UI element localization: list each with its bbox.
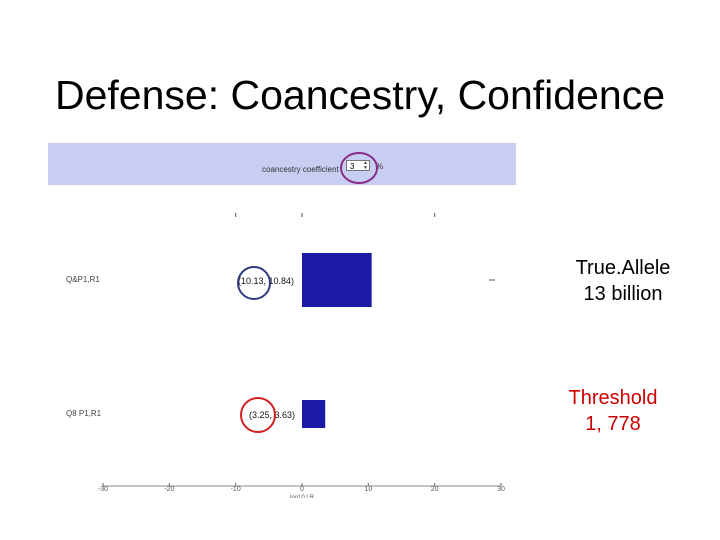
truallele-line-1: True.Allele (575, 257, 671, 279)
threshold-line-2: 1, 778 (585, 413, 641, 435)
truallele-line-2: 13 billion (583, 283, 663, 305)
x-tick-label-0: -30 (98, 486, 108, 493)
slide-title: Defense: Coancestry, Confidence (54, 72, 665, 118)
lr-chart: -30 -20 -10 0 10 20 30 log10 LR (98, 213, 505, 498)
x-tick-label-4: 10 (364, 486, 372, 493)
interval-highlight-circle-1 (237, 266, 271, 300)
coancestry-coefficient-label: coancestry coefficient (262, 165, 339, 174)
x-tick-label-5: 20 (431, 486, 439, 493)
x-tick-label-1: -20 (164, 486, 174, 493)
coefficient-unit-label: % (376, 162, 384, 171)
toolbar: coancestry coefficient 3 ▲ ▼ % (48, 143, 516, 185)
bar-1 (302, 253, 372, 307)
confidence-interval-label-1: (10.13, 10.84) (238, 276, 295, 286)
coefficient-spinner-arrows-icon[interactable]: ▲ ▼ (363, 160, 368, 171)
x-axis-label: log10 LR (290, 495, 315, 498)
threshold-line-1: Threshold (568, 387, 658, 409)
interval-highlight-circle-2 (240, 397, 276, 433)
x-tick-label-3: 0 (300, 486, 304, 493)
bar-2 (302, 400, 326, 428)
threshold-annotation: Threshold 1, 778 (518, 385, 708, 437)
x-tick-label-2: -10 (231, 486, 241, 493)
coefficient-highlight-circle (340, 152, 378, 184)
truallele-annotation: True.Allele 13 billion (528, 255, 718, 307)
row-label-1: Q&P1,R1 (66, 275, 100, 284)
x-tick-label-6: 30 (497, 486, 505, 493)
row-label-2: Q8 P1,R1 (66, 409, 102, 418)
app-screenshot: coancestry coefficient 3 ▲ ▼ % -30 -20 -10 0… (48, 143, 516, 498)
coancestry-coefficient-input[interactable]: 3 (346, 160, 370, 171)
confidence-interval-label-2: (3.25, 3.63) (249, 410, 296, 420)
